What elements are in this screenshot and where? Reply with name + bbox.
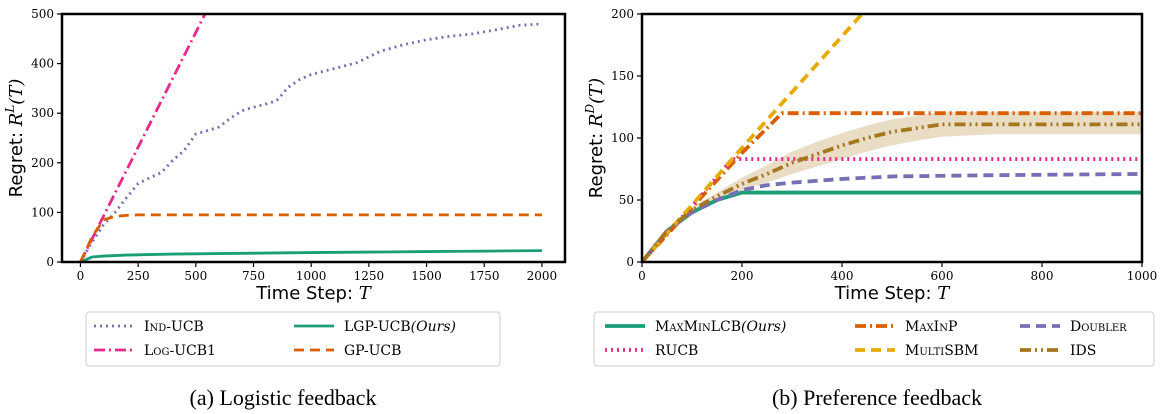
y-tick-label: 200 — [611, 7, 634, 21]
x-tick-label: 800 — [1031, 269, 1054, 283]
series-line-log-ucb1 — [79, 14, 207, 262]
y-tick-label: 500 — [31, 7, 54, 21]
y-tick-label: 0 — [46, 255, 54, 269]
y-tick-label: 100 — [31, 205, 54, 219]
legend-item-log-ucb1: Log-UCB1 — [94, 343, 216, 359]
plot-area — [79, 14, 543, 262]
x-tick-label: 1750 — [469, 269, 500, 283]
x-tick-label: 1500 — [411, 269, 442, 283]
x-axis-label: Time Step: T — [255, 283, 373, 304]
legend-label: LGP-UCB(Ours) — [344, 319, 456, 335]
y-tick-label: 100 — [611, 131, 634, 145]
legend-label: Log-UCB1 — [144, 343, 216, 359]
legend-label: Doubler — [1070, 319, 1127, 335]
legend-label: MaxInP — [905, 319, 957, 335]
legend-item-maxinp: MaxInP — [855, 319, 957, 335]
legend-label: MultiSBM — [905, 343, 978, 359]
legend-label: MaxMinLCB(Ours) — [655, 319, 786, 335]
x-axis-label: Time Step: T — [834, 283, 952, 304]
y-tick-label: 200 — [31, 156, 54, 170]
x-tick-label: 600 — [931, 269, 954, 283]
legend: Ind-UCB Log-UCB1 LGP-UCB(Ours) GP-UCB — [85, 311, 501, 367]
x-tick-label: 0 — [638, 269, 646, 283]
x-tick-label: 1000 — [1127, 269, 1158, 283]
x-tick-label: 250 — [127, 269, 150, 283]
legend-item-rucb: RUCB — [605, 343, 698, 359]
series-line-multisbm — [642, 14, 864, 262]
legend-item-multisbm: MultiSBM — [855, 343, 978, 359]
legend-item-ids: IDS — [1020, 343, 1096, 359]
y-axis-label: Regret: RL(T) — [3, 79, 27, 198]
legend-item-maxminlcb: MaxMinLCB(Ours) — [605, 319, 786, 335]
legend-box — [85, 311, 501, 367]
y-tick-label: 300 — [31, 106, 54, 120]
series-line-gp-ucb — [79, 213, 542, 262]
x-tick-label: 750 — [242, 269, 265, 283]
confidence-band-ids — [642, 111, 1142, 262]
logistic-feedback-panel: 0 250 500 750 1000 1250 1500 1750 2000 0 100 200 300… — [3, 7, 567, 410]
series-line-ind-ucb — [79, 22, 543, 262]
x-tick-label: 1250 — [354, 269, 385, 283]
series-line-ids — [642, 122, 1142, 262]
y-tick-label: 150 — [611, 69, 634, 83]
y-axis-label: Regret: RD(T) — [583, 78, 607, 198]
series-line-lgp-ucb — [79, 249, 542, 262]
x-tick-label: 200 — [731, 269, 754, 283]
legend-item-gp-ucb: GP-UCB — [294, 343, 401, 359]
legend-label: IDS — [1070, 343, 1096, 359]
legend: MaxMinLCB(Ours) MaxInP Doubler RUCB MultiSBM… — [593, 311, 1155, 367]
series-line-maxminlcb — [642, 190, 1142, 262]
x-tick-label: 0 — [77, 269, 85, 283]
y-tick-label: 400 — [31, 57, 54, 71]
y-tick-label: 0 — [626, 255, 634, 269]
legend-label: RUCB — [655, 343, 698, 359]
legend-item-doubler: Doubler — [1020, 319, 1127, 335]
series-line-doubler — [642, 172, 1142, 262]
x-tick-label: 400 — [831, 269, 854, 283]
x-tick-label: 2000 — [527, 269, 558, 283]
legend-item-lgp-ucb: LGP-UCB(Ours) — [294, 319, 456, 335]
legend-item-ind-ucb: Ind-UCB — [94, 319, 204, 335]
x-tick-label: 1000 — [296, 269, 327, 283]
panel-caption: (a) Logistic feedback — [190, 385, 377, 410]
legend-label: GP-UCB — [344, 343, 401, 359]
x-tick-label: 500 — [184, 269, 207, 283]
plot-area — [642, 14, 1142, 262]
y-tick-label: 50 — [619, 193, 634, 207]
legend-box — [593, 311, 1155, 367]
axes-frame — [60, 12, 567, 264]
series-line-maxinp — [642, 111, 1142, 262]
panel-caption: (b) Preference feedback — [772, 385, 982, 410]
legend-label: Ind-UCB — [144, 319, 204, 335]
preference-feedback-panel: 0 200 400 600 800 1000 0 50 100 150 200 Time Step: … — [583, 7, 1157, 410]
